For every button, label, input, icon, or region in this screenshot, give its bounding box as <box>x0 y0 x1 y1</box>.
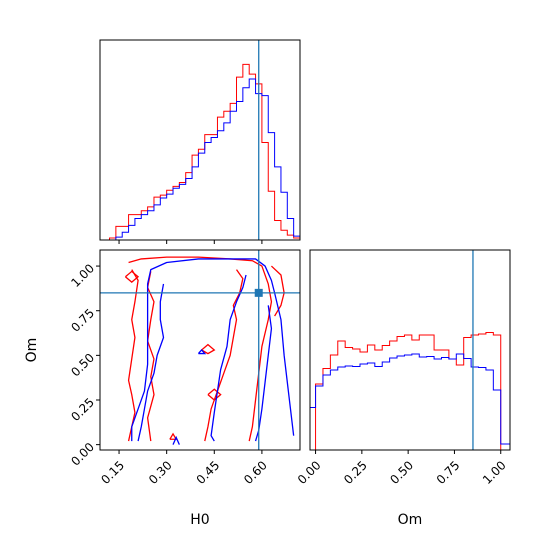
contour-line-blue <box>137 283 165 442</box>
y-tick-label: 0.25 <box>68 395 97 424</box>
x-tick-label: 1.00 <box>480 458 509 487</box>
x-tick-label: 0.45 <box>194 458 223 487</box>
contour-line-red <box>146 271 155 442</box>
x-tick-label: 0.60 <box>241 458 270 487</box>
y-tick-label: 0.75 <box>68 306 97 335</box>
contour-island-red <box>207 388 222 401</box>
contour-line-red <box>128 256 273 442</box>
contour-line-blue <box>131 258 295 442</box>
axes-frame <box>99 249 301 451</box>
contour-group <box>100 250 300 450</box>
contour-line-blue <box>210 274 247 442</box>
x-tick-label: 0.50 <box>387 458 416 487</box>
y-tick-label: 0.00 <box>68 440 97 469</box>
y-axis-label-om: Om <box>24 338 40 363</box>
x-tick-label: 0.75 <box>434 458 463 487</box>
axes-frame <box>309 249 511 451</box>
contour-line-red <box>127 269 139 442</box>
x-axis-label-h0: H0 <box>190 512 209 528</box>
contour-island-red <box>201 343 216 355</box>
contour-island-red <box>124 270 140 283</box>
histogram-series-blue <box>109 78 301 241</box>
contour-line-red <box>204 269 244 442</box>
x-axis-label-om: Om <box>398 512 423 528</box>
contour-line-blue <box>254 305 273 442</box>
y-tick-label: 1.00 <box>68 261 97 290</box>
x-tick-label: 0.25 <box>341 458 370 487</box>
x-tick-label: 0.15 <box>98 458 127 487</box>
contour-island-red <box>169 432 178 440</box>
histogram-series-red <box>310 332 510 451</box>
contour-island-blue <box>172 435 180 445</box>
om-marginal-panel: 0.00 0.25 0.50 0.75 1.00 <box>295 249 511 487</box>
contour-island-blue <box>197 349 207 355</box>
h0-om-joint-panel: 0.15 0.30 0.45 0.60 0.00 0.25 0.50 0.75 1.00 <box>68 249 301 487</box>
x-tick-label: 0.00 <box>295 458 324 487</box>
h0-marginal-panel <box>99 39 301 244</box>
histogram-series-red <box>109 63 301 240</box>
histogram-series-blue <box>309 353 511 450</box>
axes-frame <box>99 39 301 241</box>
x-tick-label: 0.30 <box>146 458 175 487</box>
truth-marker <box>254 288 263 297</box>
y-tick-label: 0.50 <box>68 351 97 380</box>
